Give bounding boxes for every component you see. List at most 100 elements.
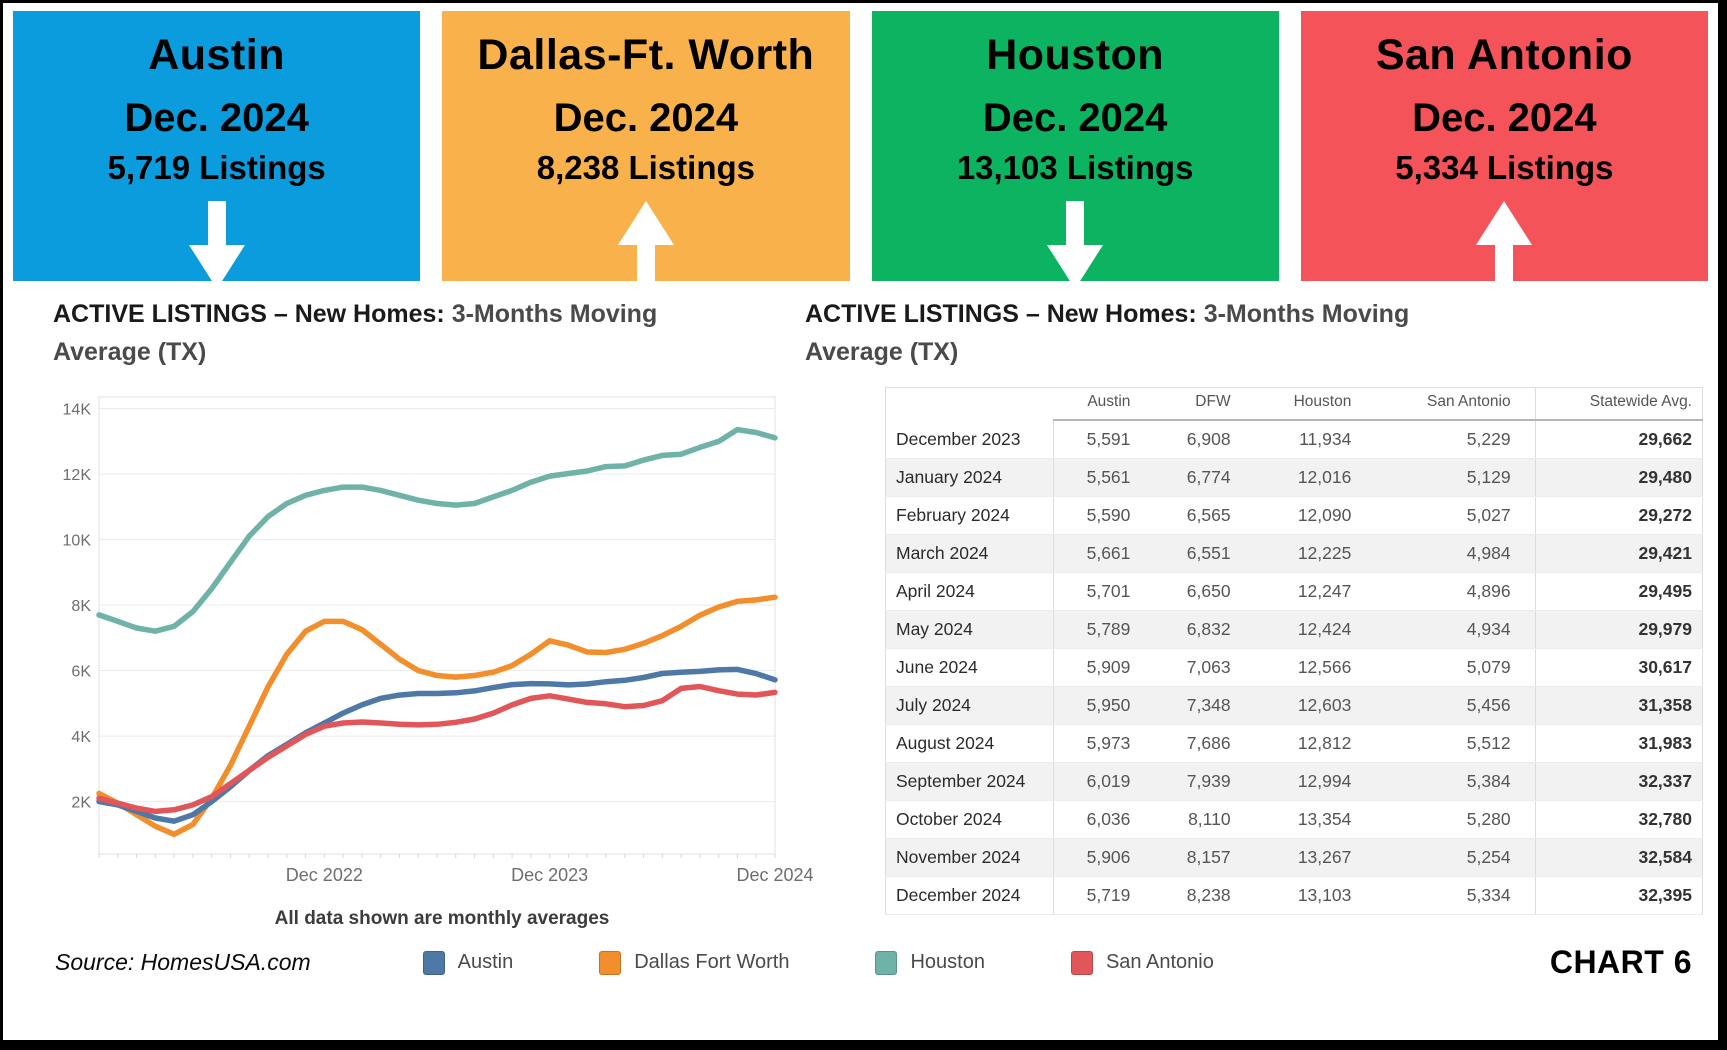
value-cell: 29,480 — [1534, 458, 1703, 497]
value-cell: 32,584 — [1534, 838, 1703, 877]
value-cell: 8,110 — [1154, 800, 1255, 839]
value-cell: 12,994 — [1254, 762, 1376, 801]
x-axis-tick-label: Dec 2022 — [286, 865, 363, 885]
table-header: Austin DFW Houston San Antonio Statewide… — [886, 387, 1703, 421]
value-cell: 5,254 — [1375, 838, 1536, 877]
value-cell: 29,495 — [1534, 572, 1703, 611]
legend-swatch — [599, 950, 622, 975]
value-cell: 5,456 — [1375, 686, 1536, 725]
listings-table: Austin DFW Houston San Antonio Statewide… — [885, 387, 1703, 915]
value-cell: 8,157 — [1154, 838, 1255, 877]
value-cell: 8,238 — [1154, 876, 1255, 915]
table-row: July 2024 5,950 7,348 12,603 5,456 31,358 — [885, 686, 1703, 725]
x-axis-tick-label: Dec 2023 — [511, 865, 588, 885]
value-cell: 12,566 — [1254, 648, 1376, 687]
trend-arrow-up-icon — [442, 195, 849, 299]
value-cell: 12,225 — [1254, 534, 1376, 573]
value-cell: 12,812 — [1254, 724, 1376, 763]
table-row: September 2024 6,019 7,939 12,994 5,384 32,33… — [885, 762, 1703, 801]
main-content: ACTIVE LISTINGS – New Homes: 3-Months Mo… — [3, 281, 1718, 930]
legend-swatch — [422, 950, 445, 975]
trend-arrow-down-icon — [872, 195, 1279, 299]
value-cell: 6,774 — [1154, 458, 1255, 497]
value-cell: 5,129 — [1375, 458, 1536, 497]
value-cell: 29,979 — [1534, 610, 1703, 649]
metric-date: Dec. 2024 — [1412, 96, 1597, 140]
source-credit: Source: HomesUSA.com — [55, 949, 311, 975]
value-cell: 29,421 — [1534, 534, 1703, 573]
value-cell: 13,354 — [1254, 800, 1376, 839]
legend-label: Austin — [457, 951, 514, 973]
value-cell: 29,662 — [1534, 420, 1703, 459]
month-cell: September 2024 — [885, 762, 1054, 801]
value-cell: 4,984 — [1375, 534, 1536, 573]
listings-count: 5,334 Listings — [1395, 149, 1614, 186]
legend-swatch — [875, 950, 898, 975]
value-cell: 5,591 — [1053, 420, 1155, 459]
plot-frame — [98, 396, 776, 855]
series-line-san-antonio — [96, 683, 778, 815]
value-cell: 12,247 — [1254, 572, 1376, 611]
legend-label: San Antonio — [1105, 951, 1214, 973]
value-cell: 12,016 — [1254, 458, 1376, 497]
value-cell: 13,267 — [1254, 838, 1376, 877]
value-cell: 6,650 — [1154, 572, 1255, 611]
legend-item-austin: Austin — [422, 950, 514, 975]
metric-date: Dec. 2024 — [553, 96, 739, 140]
line-chart: 2K 4K 6K 8K 10K 12K 14K Dec 2022 Dec 2023 Dec 202… — [63, 396, 814, 885]
trend-arrow-down-icon — [13, 195, 420, 299]
table-row: June 2024 5,909 7,063 12,566 5,079 30,617 — [885, 648, 1703, 687]
listings-count: 5,719 Listings — [107, 149, 326, 186]
value-cell: 7,939 — [1154, 762, 1255, 801]
legend-item-san-antonio: San Antonio — [1070, 950, 1214, 975]
listings-count: 8,238 Listings — [536, 149, 755, 186]
value-cell: 31,358 — [1534, 686, 1703, 725]
value-cell: 6,036 — [1053, 800, 1155, 839]
header-san-antonio: San Antonio — [1375, 387, 1536, 421]
value-cell: 5,027 — [1375, 496, 1536, 535]
metric-date: Dec. 2024 — [982, 96, 1168, 140]
value-cell: 7,348 — [1154, 686, 1255, 725]
table-panel: ACTIVE LISTINGS – New Homes: 3-Months Mo… — [803, 295, 1708, 930]
table-row: February 2024 5,590 6,565 12,090 5,027 29,272 — [885, 496, 1703, 535]
table-row: December 2023 5,591 6,908 11,934 5,229 29,662 — [885, 420, 1703, 459]
legend-label: Dallas Fort Worth — [634, 951, 790, 973]
value-cell: 12,424 — [1254, 610, 1376, 649]
value-cell: 5,334 — [1375, 876, 1536, 915]
value-cell: 5,909 — [1053, 648, 1155, 687]
value-cell: 4,896 — [1375, 572, 1536, 611]
value-cell: 5,906 — [1053, 838, 1155, 877]
value-cell: 11,934 — [1254, 420, 1376, 459]
legend-item-houston: Houston — [875, 950, 985, 975]
y-axis-tick-label: 2K — [71, 795, 91, 812]
value-cell: 12,603 — [1254, 686, 1376, 725]
value-cell: 7,063 — [1154, 648, 1255, 687]
month-cell: June 2024 — [885, 648, 1054, 687]
value-cell: 5,079 — [1375, 648, 1536, 687]
value-cell: 32,780 — [1534, 800, 1703, 839]
month-cell: December 2023 — [885, 420, 1054, 459]
value-cell: 5,229 — [1375, 420, 1536, 459]
chart-panel: ACTIVE LISTINGS – New Homes: 3-Months Mo… — [3, 295, 814, 930]
value-cell: 5,590 — [1053, 496, 1155, 535]
y-axis-tick-label: 10K — [63, 533, 92, 550]
value-cell: 6,908 — [1154, 420, 1255, 459]
value-cell: 32,395 — [1534, 876, 1703, 915]
month-cell: July 2024 — [885, 686, 1054, 725]
value-cell: 7,686 — [1154, 724, 1255, 763]
value-cell: 12,090 — [1254, 496, 1376, 535]
footer-row: Source: HomesUSA.com Austin Dallas Fort W… — [3, 930, 1718, 981]
city-name: Dallas-Ft. Worth — [477, 31, 815, 79]
city-name: Houston — [986, 31, 1165, 79]
value-cell: 5,384 — [1375, 762, 1536, 801]
header-dfw: DFW — [1154, 387, 1255, 421]
value-cell: 6,551 — [1154, 534, 1255, 573]
y-axis-tick-label: 4K — [71, 729, 91, 746]
table-body: December 2023 5,591 6,908 11,934 5,229 29,662… — [885, 420, 1703, 915]
chart-title: ACTIVE LISTINGS – New Homes: 3-Months Mo… — [53, 300, 658, 366]
value-cell: 32,337 — [1534, 762, 1703, 801]
y-axis-tick-label: 8K — [71, 598, 91, 615]
value-cell: 5,661 — [1053, 534, 1155, 573]
month-cell: April 2024 — [885, 572, 1054, 611]
